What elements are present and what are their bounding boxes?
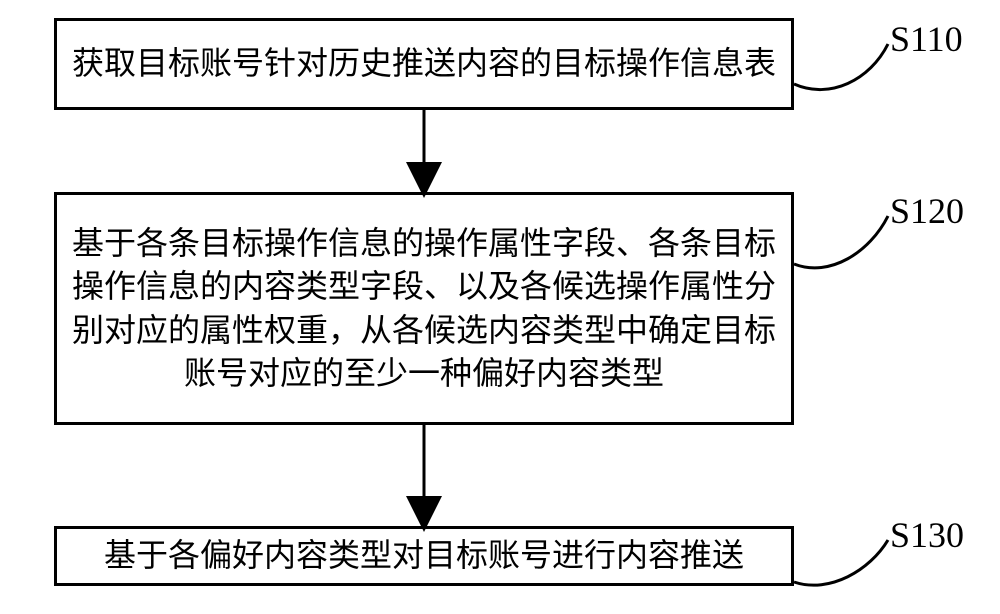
step-s120-box: 基于各条目标操作信息的操作属性字段、各条目标操作信息的内容类型字段、以及各候选操… <box>54 192 794 425</box>
flowchart-canvas: 获取目标账号针对历史推送内容的目标操作信息表 基于各条目标操作信息的操作属性字段… <box>0 0 1000 614</box>
callout-s130 <box>794 540 888 585</box>
step-s130-box: 基于各偏好内容类型对目标账号进行内容推送 <box>54 526 794 586</box>
step-s130-text: 基于各偏好内容类型对目标账号进行内容推送 <box>104 534 744 577</box>
step-s110-text: 获取目标账号针对历史推送内容的目标操作信息表 <box>72 42 776 85</box>
label-s110: S110 <box>890 18 963 60</box>
label-s120: S120 <box>890 190 964 232</box>
callout-s110 <box>794 44 888 90</box>
callout-s120 <box>794 216 888 268</box>
label-s130: S130 <box>890 514 964 556</box>
step-s120-text: 基于各条目标操作信息的操作属性字段、各条目标操作信息的内容类型字段、以及各候选操… <box>71 222 777 395</box>
step-s110-box: 获取目标账号针对历史推送内容的目标操作信息表 <box>54 18 794 110</box>
